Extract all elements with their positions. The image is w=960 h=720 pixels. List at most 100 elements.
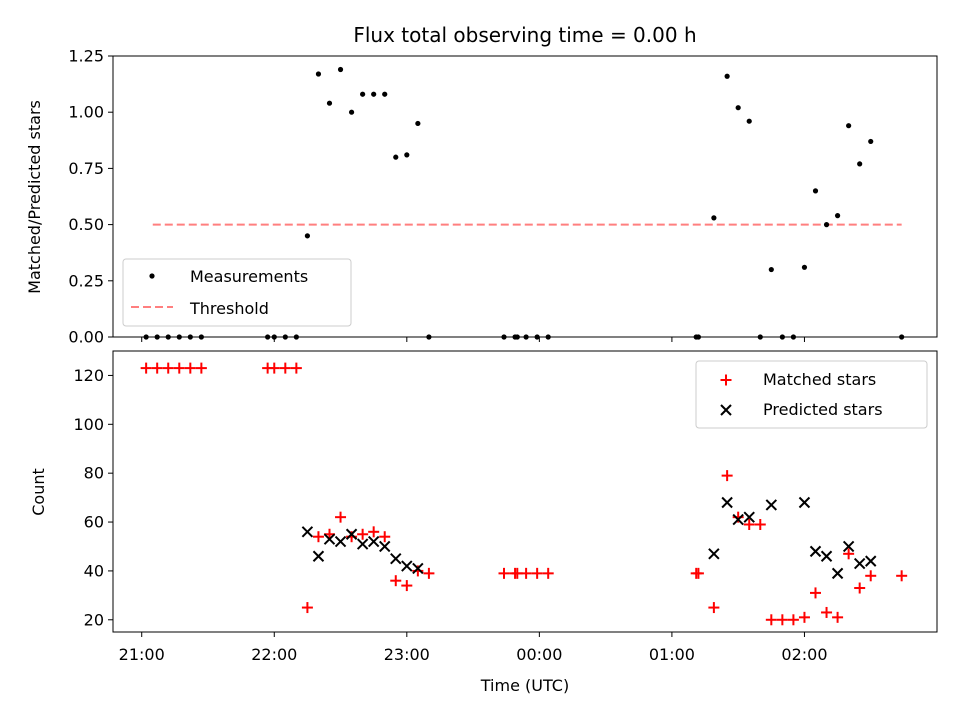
predicted-star-point-b — [765, 499, 778, 511]
top-ytick-label: 0.00 — [68, 328, 104, 347]
top-ytick-label: 1.25 — [68, 47, 104, 66]
legend-measurement-marker — [149, 273, 155, 279]
measurement-point — [371, 91, 377, 97]
predicted-star-point-b — [367, 535, 380, 548]
bottom-ytick-label: 60 — [84, 513, 104, 532]
predicted-star-point — [379, 540, 391, 553]
measurement-point — [415, 120, 421, 127]
matched-star-point — [390, 575, 402, 587]
matched-star-point — [195, 362, 207, 374]
matched-star-point — [423, 567, 435, 579]
matched-star-point — [787, 614, 799, 626]
matched-star-point — [184, 362, 196, 374]
measurement-point — [746, 118, 752, 124]
matched-star-point — [520, 567, 532, 579]
measurement-point — [812, 188, 819, 194]
legend-predicted-marker — [720, 404, 732, 416]
predicted-star-point-b — [379, 540, 391, 553]
predicted-star-point — [820, 550, 833, 562]
top-legend-box — [122, 258, 352, 327]
matched-star-point — [279, 362, 291, 374]
measurement-point — [404, 152, 410, 158]
predicted-star-point — [390, 552, 402, 565]
plot-layer: 0.00 0.25 0.50 0.75 1.00 1.25 20 40 60 80 100 120 21… — [68, 47, 938, 664]
bottom-legend: Matched stars Predicted stars — [695, 360, 928, 429]
predicted-star-point — [732, 513, 744, 526]
predicted-star-point — [312, 550, 325, 562]
bottom-ytick-label: 120 — [73, 366, 104, 385]
predicted-star-point — [853, 557, 866, 570]
matched-star-point — [798, 611, 810, 623]
matched-star-point — [379, 531, 391, 543]
matched-star-point — [821, 606, 833, 618]
x-axis-label: Time (UTC) — [480, 676, 569, 695]
matched-star-point — [301, 602, 313, 614]
predicted-star-point — [809, 545, 822, 558]
matched-star-point — [776, 614, 788, 626]
bottom-ytick-label: 100 — [73, 415, 104, 434]
predicted-star-point-b — [798, 496, 811, 509]
matched-star-point — [401, 580, 413, 592]
matched-star-point — [865, 570, 877, 582]
predicted-star-point-b — [401, 560, 413, 572]
predicted-star-point — [367, 535, 380, 548]
measurement-point — [735, 105, 741, 111]
predicted-star-point — [345, 528, 358, 540]
predicted-star-point — [721, 496, 733, 509]
matched-star-point — [743, 518, 755, 530]
measurement-point — [857, 161, 863, 167]
matched-star-point — [368, 526, 380, 538]
matched-star-point — [173, 362, 185, 374]
predicted-star-point-b — [721, 496, 733, 509]
bottom-axes-frame — [112, 350, 938, 633]
matched-star-point — [151, 362, 163, 374]
predicted-star-point-b — [732, 513, 744, 526]
legend-matched-marker — [720, 374, 732, 386]
predicted-star-point — [708, 548, 720, 560]
matched-star-point — [765, 614, 777, 626]
measurement-point — [711, 215, 717, 221]
top-ytick-label: 0.25 — [68, 271, 104, 290]
bottom-legend-box — [695, 360, 928, 429]
top-ytick-label: 1.00 — [68, 103, 104, 122]
matched-star-point — [335, 511, 347, 523]
matched-star-point — [832, 611, 844, 623]
predicted-star-point-b — [345, 528, 358, 540]
measurement-point — [304, 233, 311, 239]
matched-star-point — [708, 602, 720, 614]
predicted-star-point-b — [390, 552, 402, 565]
chart-title: Flux total observing time = 0.00 h — [353, 23, 696, 47]
measurement-point — [801, 264, 808, 270]
measurement-point — [337, 66, 344, 73]
bottom-y-axis-label: Count — [29, 468, 48, 516]
top-axes-frame — [112, 55, 938, 338]
matched-star-point — [312, 531, 324, 543]
predicted-star-point-b — [334, 535, 347, 548]
measurement-point — [326, 100, 333, 106]
measurement-point — [360, 91, 366, 97]
predicted-star-point-b — [312, 550, 325, 562]
predicted-star-point-b — [809, 545, 822, 558]
matched-star-point — [542, 567, 554, 579]
predicted-star-point — [334, 535, 347, 548]
top-ytick-label: 0.75 — [68, 159, 104, 178]
predicted-star-point-b — [323, 533, 336, 545]
predicted-star-point — [798, 496, 811, 509]
predicted-star-point-b — [853, 557, 866, 570]
predicted-star-point — [865, 555, 877, 567]
matched-star-point — [531, 567, 543, 579]
predicted-star-point — [831, 567, 844, 580]
bottom-ytick-label: 40 — [84, 561, 104, 580]
measurement-point — [315, 71, 322, 77]
matched-star-point — [843, 548, 855, 560]
measurement-point — [393, 154, 399, 160]
predicted-star-point-b — [831, 567, 844, 580]
measurement-point — [868, 138, 874, 145]
matched-star-point — [896, 570, 908, 582]
legend-threshold-label: Threshold — [189, 299, 269, 318]
xtick-label: 23:00 — [384, 645, 430, 664]
legend-predicted-marker-b — [720, 404, 732, 416]
predicted-star-point — [401, 560, 413, 572]
predicted-star-point — [301, 526, 314, 538]
